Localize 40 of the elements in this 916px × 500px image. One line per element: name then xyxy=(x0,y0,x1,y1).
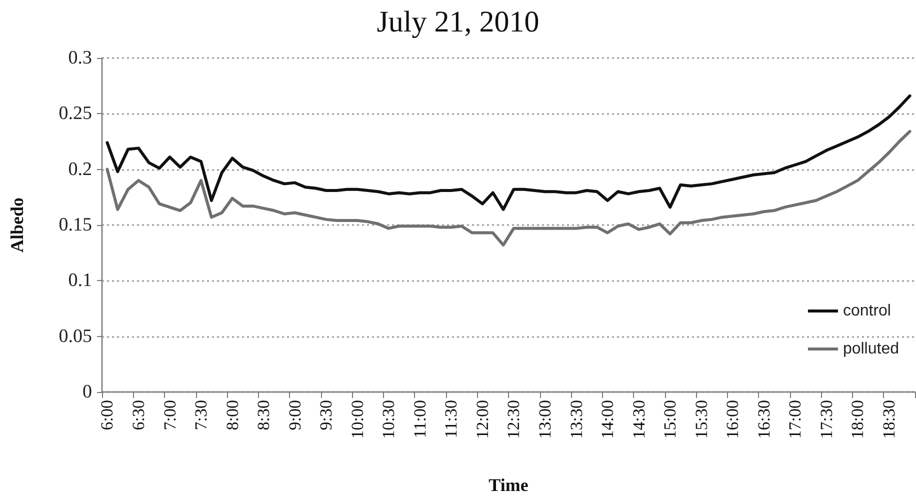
y-tick-label: 0.05 xyxy=(58,326,92,347)
x-tick-label: 18:00 xyxy=(848,400,868,439)
x-tick-label: 16:30 xyxy=(754,400,774,439)
x-tick-label: 16:00 xyxy=(723,400,742,439)
x-tick-label: 17:00 xyxy=(786,400,805,439)
x-tick-label: 6:30 xyxy=(128,400,148,430)
x-tick-label: 12:30 xyxy=(504,400,524,439)
line-series xyxy=(106,94,912,211)
line-series xyxy=(106,130,912,247)
y-tick-label: 0.3 xyxy=(68,48,92,68)
x-tick-label: 13:00 xyxy=(535,400,554,439)
x-tick-label: 14:00 xyxy=(598,400,618,439)
x-tick-label: 9:30 xyxy=(316,400,336,430)
x-tick-label: 12:00 xyxy=(472,400,492,439)
y-axis-title: Albedo xyxy=(7,197,27,253)
x-tick-label: 13:30 xyxy=(566,400,586,439)
x-tick-label: 6:00 xyxy=(98,400,117,430)
x-tick-label: 10:30 xyxy=(379,400,398,439)
y-tick-label: 0.1 xyxy=(68,270,92,292)
x-tick-label: 9:00 xyxy=(285,400,304,430)
x-axis-title: Time xyxy=(488,475,528,495)
y-tick-label: 0.25 xyxy=(58,103,92,124)
x-tick-label: 8:00 xyxy=(222,400,242,430)
x-tick-label: 11:30 xyxy=(442,400,461,438)
y-tick-label: 0.2 xyxy=(68,158,92,180)
x-tick-label: 15:00 xyxy=(660,400,680,439)
x-tick-label: 10:00 xyxy=(348,400,367,439)
x-tick-label: 8:30 xyxy=(254,400,274,430)
y-tick-label: 0.15 xyxy=(58,214,92,236)
x-tick-label: 15:30 xyxy=(692,400,711,439)
x-tick-label: 7:00 xyxy=(160,400,180,430)
x-tick-label: 14:30 xyxy=(629,400,648,439)
x-tick-label: 7:30 xyxy=(192,400,211,430)
x-tick-label: 11:00 xyxy=(410,400,430,438)
chart-title: July 21, 2010 xyxy=(376,6,540,38)
legend-label: polluted xyxy=(842,340,899,358)
x-tick-label: 18:30 xyxy=(879,400,898,439)
legend-label: control xyxy=(842,302,891,320)
y-tick-label: 0 xyxy=(82,382,92,402)
x-tick-label: 17:30 xyxy=(816,400,836,439)
